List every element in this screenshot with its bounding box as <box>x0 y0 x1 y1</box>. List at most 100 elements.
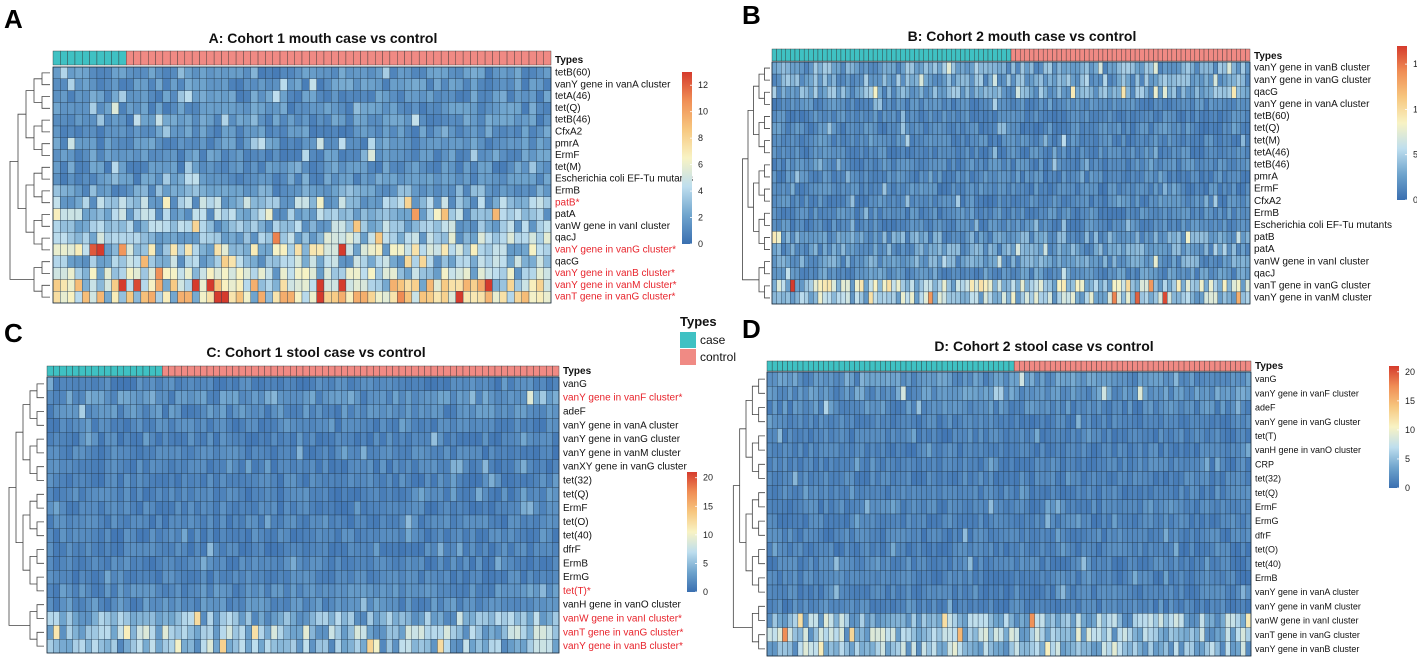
heatmap-cell <box>1116 267 1122 280</box>
heatmap-cell <box>514 137 522 150</box>
heatmap-cell <box>1157 110 1163 123</box>
annotation-cell-control <box>469 365 476 377</box>
heatmap-cell <box>1061 291 1067 305</box>
heatmap-cell <box>411 220 420 233</box>
heatmap-cell <box>1125 243 1131 256</box>
heatmap-cell <box>375 125 383 138</box>
heatmap-cell <box>67 125 76 138</box>
heatmap-cell <box>136 542 144 557</box>
heatmap-cell <box>941 243 947 256</box>
heatmap-cell <box>419 291 427 304</box>
heatmap-cell <box>250 208 259 221</box>
heatmap-cell <box>353 279 361 292</box>
heatmap-cell <box>905 291 911 305</box>
heatmap-cell <box>206 125 215 138</box>
heatmap-cell <box>1047 86 1053 99</box>
heatmap-cell <box>845 170 851 184</box>
heatmap-cell <box>794 279 800 293</box>
heatmap-cell <box>200 556 208 571</box>
annotation-cell-case <box>67 50 76 66</box>
heatmap-cell <box>67 196 76 209</box>
heatmap-cell <box>243 78 251 91</box>
heatmap-cell <box>1111 98 1117 111</box>
heatmap-cell <box>258 376 265 391</box>
heatmap-cell <box>790 134 796 147</box>
heatmap-cell <box>53 487 60 502</box>
heatmap-cell <box>536 161 544 174</box>
heatmap-cell <box>1148 134 1154 147</box>
heatmap-cell <box>419 125 427 138</box>
heatmap-cell <box>469 418 476 433</box>
heatmap-cell <box>302 556 310 571</box>
heatmap-cell <box>1213 61 1219 75</box>
heatmap-cell <box>771 255 777 268</box>
heatmap-cell <box>826 243 832 256</box>
heatmap-cell <box>296 445 304 460</box>
heatmap-cell <box>199 232 207 245</box>
heatmap-cell <box>386 404 393 419</box>
heatmap-cell <box>98 445 105 460</box>
annotation-cell-case <box>863 48 869 62</box>
heatmap-cell <box>1033 158 1039 172</box>
heatmap-cell <box>822 158 828 172</box>
heatmap-cell <box>181 514 188 529</box>
heatmap-cell <box>78 487 86 502</box>
heatmap-cell <box>301 78 310 91</box>
heatmap-cell <box>1107 98 1113 111</box>
heatmap-cell <box>918 122 924 135</box>
heatmap-cell <box>397 90 405 103</box>
heatmap-cell <box>1006 291 1012 305</box>
heatmap-cell <box>104 184 112 197</box>
annotation-cell-control <box>1203 48 1209 62</box>
heatmap-cell <box>1047 267 1053 280</box>
heatmap-cell <box>1107 243 1113 256</box>
heatmap-cell <box>245 418 252 433</box>
heatmap-cell <box>52 291 61 304</box>
heatmap-cell <box>1157 61 1163 75</box>
heatmap-cell <box>1125 98 1131 111</box>
heatmap-cell <box>1208 267 1214 280</box>
heatmap-cell <box>507 473 515 488</box>
heatmap-cell <box>309 220 317 233</box>
annotation-cell-control <box>514 365 521 377</box>
heatmap-cell <box>891 98 897 111</box>
heatmap-cell <box>382 114 391 127</box>
annotation-cell-control <box>302 365 310 377</box>
heatmap-cell <box>794 98 800 111</box>
heatmap-cell <box>149 487 156 502</box>
heatmap-cell <box>98 570 105 585</box>
heatmap-cell <box>1217 98 1223 111</box>
heatmap-cell <box>526 473 534 488</box>
heatmap-cell <box>1084 182 1090 196</box>
heatmap-cell <box>250 279 259 292</box>
heatmap-cell <box>1185 122 1191 135</box>
heatmap-cell <box>1130 170 1136 184</box>
dendrogram-branch <box>25 184 34 233</box>
heatmap-cell <box>539 514 547 529</box>
heatmap-cell <box>213 196 222 209</box>
heatmap-cell <box>1213 170 1219 184</box>
heatmap-cell <box>206 173 215 186</box>
heatmap-cell <box>323 114 332 127</box>
heatmap-cell <box>258 390 265 405</box>
heatmap-cell <box>974 158 980 172</box>
heatmap-cell <box>133 102 142 115</box>
heatmap-cell <box>955 73 961 87</box>
heatmap-cell <box>1185 279 1191 293</box>
heatmap-cell <box>1171 110 1177 123</box>
annotation-cell-control <box>543 50 552 66</box>
heatmap-cell <box>1088 158 1094 172</box>
heatmap-cell <box>85 487 92 502</box>
heatmap-cell <box>1015 291 1021 305</box>
heatmap-cell <box>184 267 193 280</box>
heatmap-cell <box>1061 98 1067 111</box>
heatmap-cell <box>301 102 310 115</box>
heatmap-cell <box>882 207 888 220</box>
heatmap-cell <box>354 528 361 543</box>
heatmap-cell <box>1153 182 1159 196</box>
heatmap-cell <box>964 219 970 232</box>
heatmap-cell <box>1102 110 1108 123</box>
heatmap-cell <box>404 208 413 221</box>
row-label: vanY gene in vanG cluster* <box>555 244 676 255</box>
heatmap-cell <box>181 473 188 488</box>
